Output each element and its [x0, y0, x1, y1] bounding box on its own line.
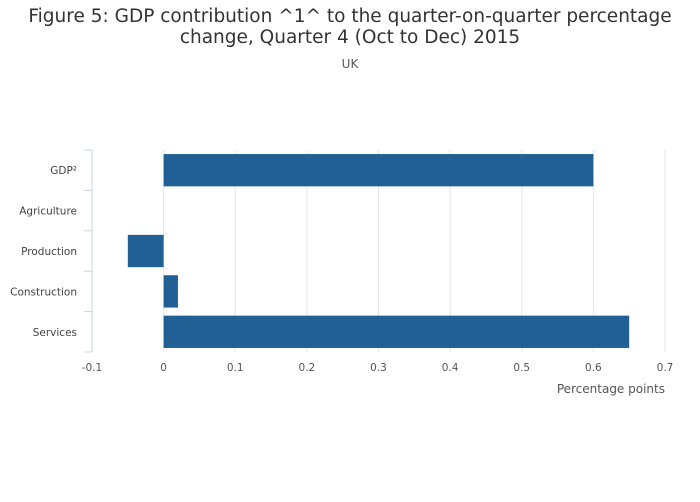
x-tick-label: 0.1 — [227, 362, 244, 374]
bar-construction — [164, 275, 178, 307]
bar-production — [128, 235, 164, 267]
y-category-label: Services — [33, 327, 77, 339]
y-category-label: Construction — [10, 286, 77, 298]
bar-gdp — [164, 154, 594, 186]
x-tick-label: 0.3 — [370, 362, 387, 374]
bar-chart: -0.1 0 0.1 0.2 0.3 0.4 0.5 0.6 0.7 GDP² Agricultur… — [0, 0, 700, 502]
bar-services — [164, 316, 630, 348]
x-tick-label: 0 — [160, 362, 167, 374]
y-category-label: Production — [21, 246, 77, 258]
x-axis-title: Percentage points — [557, 382, 665, 396]
y-category-label: GDP² — [50, 165, 77, 177]
x-tick-label: 0.7 — [657, 362, 674, 374]
x-tick-label: 0.2 — [299, 362, 316, 374]
x-tick-label: -0.1 — [82, 362, 103, 374]
x-tick-label: 0.4 — [442, 362, 459, 374]
x-tick-label: 0.5 — [513, 362, 530, 374]
x-tick-label: 0.6 — [585, 362, 602, 374]
y-category-label: Agriculture — [19, 206, 77, 218]
